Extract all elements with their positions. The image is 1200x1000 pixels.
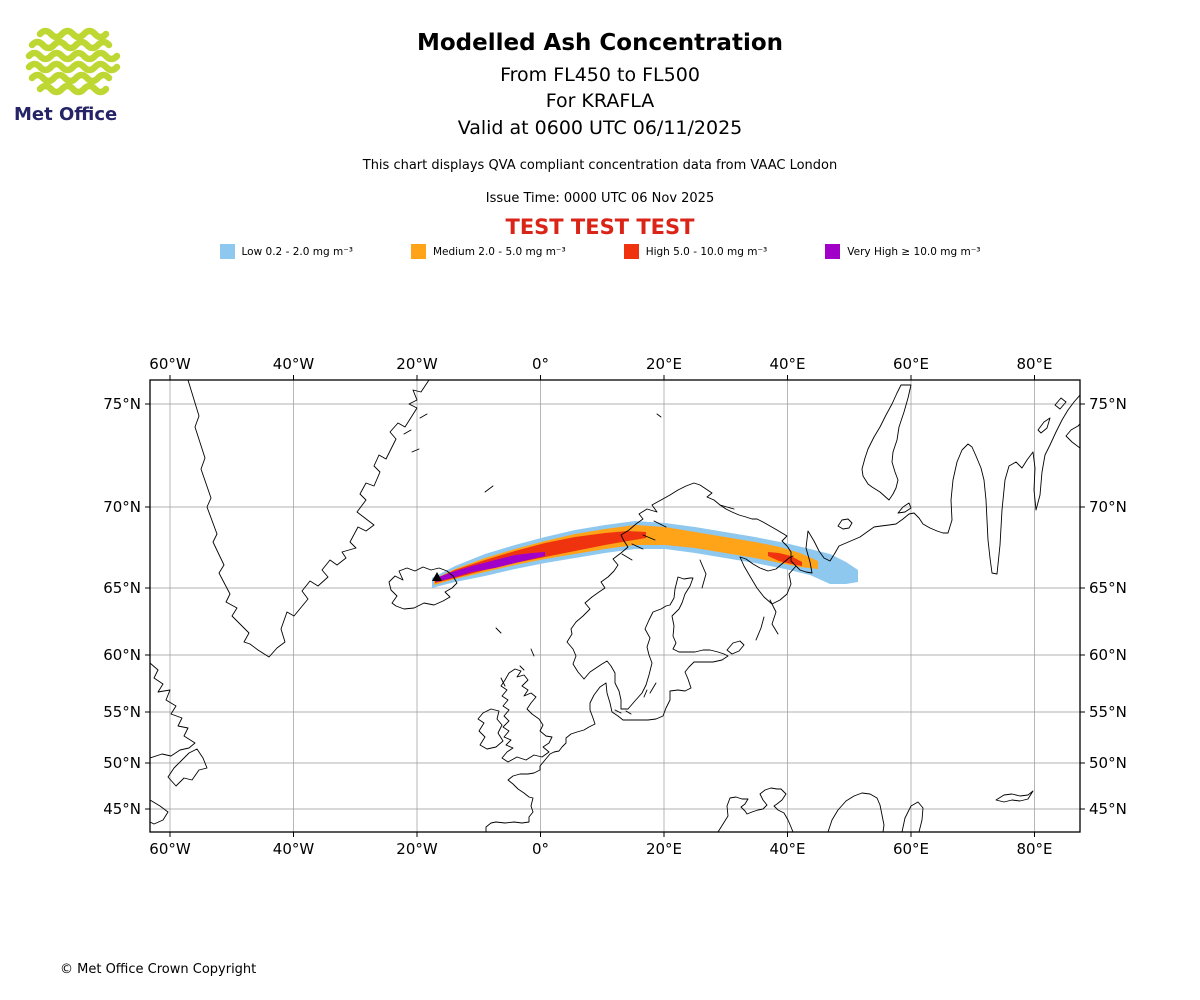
coastline-aral: [901, 801, 924, 832]
lon-tick-label-top: 20°W: [396, 355, 438, 373]
rivers-northwest-russia: [699, 559, 779, 635]
coastline-nova-scotia: [150, 799, 169, 825]
lon-tick-label-top: 60°E: [893, 355, 929, 373]
issue-time: Issue Time: 0000 UTC 06 Nov 2025: [485, 191, 715, 206]
legend-label: Low 0.2 - 2.0 mg m⁻³: [241, 245, 353, 258]
low-swatch: [219, 244, 235, 259]
lon-tick-label-top: 60°W: [149, 355, 191, 373]
ash-plume-low: [432, 521, 858, 588]
page-title: Modelled Ash Concentration: [416, 30, 784, 56]
lat-tick-label-right: 45°N: [1089, 800, 1127, 818]
legend-item-low: Low 0.2 - 2.0 mg m⁻³: [219, 244, 353, 259]
coastline-danish-islands: [614, 709, 632, 715]
legend-item-medium: Medium 2.0 - 5.0 mg m⁻³: [410, 244, 566, 259]
lon-tick-label-top: 40°W: [273, 355, 315, 373]
lake-balkhash: [995, 790, 1034, 803]
qva-description: This chart displays QVA compliant concen…: [362, 158, 838, 173]
legend-item-high: High 5.0 - 10.0 mg m⁻³: [623, 244, 768, 259]
grid-layer: [150, 380, 1080, 832]
map-frame: [149, 379, 1081, 833]
lat-tick-label-right: 60°N: [1089, 646, 1127, 664]
coastline-faroes: [495, 627, 502, 634]
lon-tick-label-bottom: 60°E: [893, 840, 929, 858]
coastline-layer: [150, 380, 1080, 832]
valid-time-subtitle: Valid at 0600 UTC 06/11/2025: [457, 117, 743, 139]
volcano-marker: [432, 572, 442, 581]
coastline-vaygach: [897, 502, 912, 514]
lat-tick-label-left: 50°N: [103, 754, 141, 772]
lon-tick-label-bottom: 40°W: [273, 840, 315, 858]
legend-label: Medium 2.0 - 5.0 mg m⁻³: [432, 245, 566, 258]
coastline-gotland-oland: [643, 682, 657, 698]
met-office-wordmark: Met Office: [14, 104, 118, 125]
coastline-greenland: [187, 380, 430, 658]
met-office-logo-waves: [25, 27, 121, 96]
coastline-kolguyev: [837, 518, 853, 530]
coastline-novaya-zemlya: [861, 384, 912, 501]
lat-tick-label-right: 65°N: [1089, 579, 1127, 597]
coastline-iceland: [388, 566, 458, 610]
coastline-caspian-north: [827, 792, 885, 832]
lat-tick-label-left: 60°N: [103, 646, 141, 664]
lat-tick-label-right: 55°N: [1089, 703, 1127, 721]
legend-label: Very High ≥ 10.0 mg m⁻³: [847, 245, 981, 258]
volcano-subtitle: For KRAFLA: [545, 90, 655, 112]
coastline-great-britain: [500, 668, 553, 763]
ash-plume-high-east: [768, 552, 802, 566]
flight-level-subtitle: From FL450 to FL500: [500, 64, 700, 86]
norwegian-fjords: [621, 504, 735, 561]
legend-item-very-high: Very High ≥ 10.0 mg m⁻³: [825, 244, 980, 259]
lat-tick-label-left: 65°N: [103, 579, 141, 597]
test-banner: TEST TEST TEST: [505, 215, 695, 239]
coastline-black-sea-azov: [717, 787, 794, 832]
axis-labels: 60°W 60°W 40°W 40°W 20°W 20°W 0° 0° 20°E 20°E 40°E…: [103, 355, 1127, 858]
coastline-kara-islands: [1037, 397, 1080, 449]
copyright: © Met Office Crown Copyright: [60, 962, 257, 977]
lon-tick-label-bottom: 40°E: [769, 840, 805, 858]
lat-tick-label-right: 70°N: [1089, 498, 1127, 516]
lat-tick-label-left: 45°N: [103, 800, 141, 818]
coastline-greenland-islets: [403, 413, 428, 453]
lake-ladoga: [726, 640, 745, 655]
coastline-scandinavia-arctic-russia: [566, 394, 1080, 680]
legend-label: High 5.0 - 10.0 mg m⁻³: [645, 245, 768, 258]
lat-tick-label-left: 70°N: [103, 498, 141, 516]
met-office-logo: Met Office: [14, 24, 134, 125]
ash-plume-medium: [434, 525, 818, 585]
coastline-ireland: [477, 708, 504, 750]
very-high-swatch: [825, 244, 841, 259]
lon-tick-label-bottom: 60°W: [149, 840, 191, 858]
coastline-white-sea: [739, 555, 797, 605]
ash-plume-very-high: [436, 552, 545, 582]
coastline-scottish-isles: [500, 648, 535, 687]
tick-marks: [145, 375, 1085, 837]
lat-tick-label-left: 55°N: [103, 703, 141, 721]
lon-tick-label-top: 0°: [532, 355, 549, 373]
coastline-baltic-western-europe: [485, 576, 729, 832]
ash-plume-layer: [432, 521, 858, 588]
lon-tick-label-bottom: 0°: [532, 840, 549, 858]
lat-tick-label-left: 75°N: [103, 395, 141, 413]
coastline-newfoundland: [167, 748, 208, 787]
lon-tick-label-top: 20°E: [646, 355, 682, 373]
medium-swatch: [410, 244, 426, 259]
concentration-legend: Low 0.2 - 2.0 mg m⁻³ Medium 2.0 - 5.0 mg …: [0, 244, 1200, 259]
lat-tick-label-right: 75°N: [1089, 395, 1127, 413]
lat-tick-label-right: 50°N: [1089, 754, 1127, 772]
coastline-jan-mayen: [484, 485, 494, 493]
lon-tick-label-bottom: 80°E: [1016, 840, 1052, 858]
lon-tick-label-bottom: 20°W: [396, 840, 438, 858]
coastline-bear-island: [656, 413, 662, 418]
lake-onega: [755, 616, 765, 641]
lon-tick-label-top: 80°E: [1016, 355, 1052, 373]
coastline-labrador: [150, 662, 196, 759]
high-swatch: [623, 244, 639, 259]
lon-tick-label-top: 40°E: [769, 355, 805, 373]
lon-tick-label-bottom: 20°E: [646, 840, 682, 858]
